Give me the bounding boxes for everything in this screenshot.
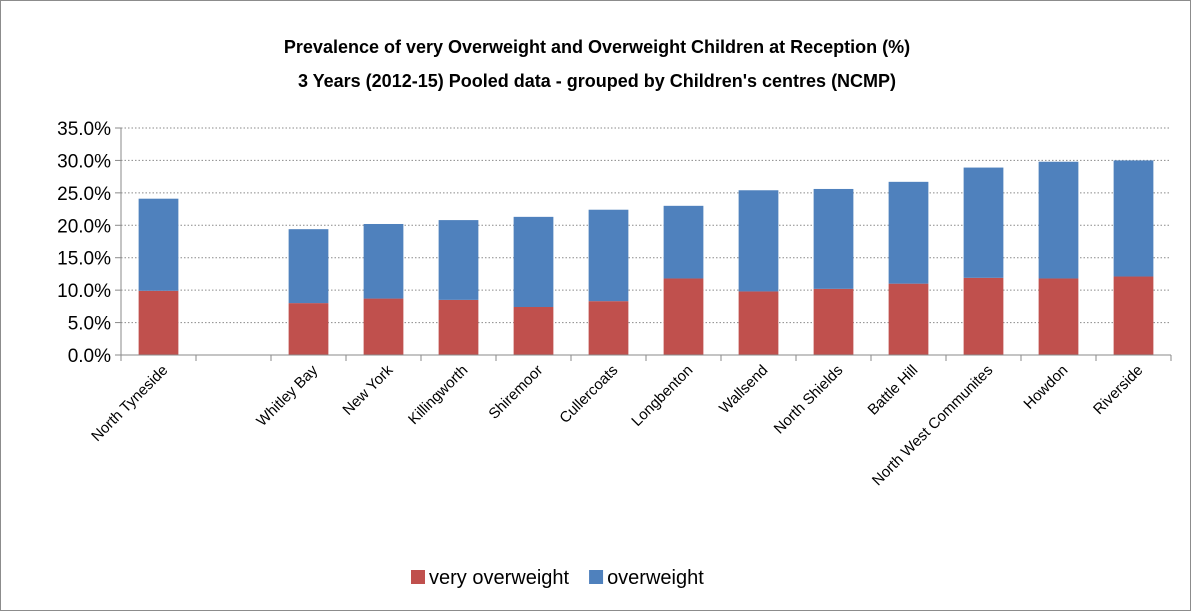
axis-layer [120, 128, 1172, 361]
y-tick-label: 0.0% [68, 346, 111, 367]
x-tick-label: Howdon [1020, 362, 1071, 413]
bar-overweight [1113, 160, 1154, 277]
bar-overweight [363, 223, 404, 299]
bar-very-overweight [438, 299, 479, 355]
bar-overweight [438, 220, 479, 300]
bar-very-overweight [888, 283, 929, 355]
y-tick-label: 35.0% [57, 119, 111, 140]
legend-swatch [411, 570, 425, 584]
x-tick-label: Shiremoor [485, 362, 546, 423]
bar-overweight [513, 216, 554, 308]
bar-overweight [813, 188, 854, 289]
x-tick-label: Cullercoats [556, 362, 621, 427]
x-tick-label: Whitley Bay [253, 361, 321, 429]
legend-label: overweight [607, 567, 704, 589]
chart-subtitle: 3 Years (2012-15) Pooled data - grouped … [298, 71, 896, 91]
bar-very-overweight [513, 307, 554, 355]
bar-overweight [888, 181, 929, 284]
y-tick-label: 5.0% [68, 314, 111, 335]
x-tick-label: Wallsend [716, 362, 771, 417]
legend: very overweight overweight [411, 567, 704, 589]
bar-very-overweight [363, 298, 404, 355]
bar-overweight [663, 205, 704, 279]
bar-overweight [588, 209, 629, 302]
bar-very-overweight [663, 278, 704, 355]
bar-very-overweight [1113, 276, 1154, 355]
x-tick-label: North West Communites [869, 362, 996, 489]
bar-overweight [963, 167, 1004, 278]
legend-label: very overweight [429, 567, 570, 589]
bar-very-overweight [138, 290, 179, 355]
x-axis-labels: North Tyneside Whitley Bay New York Killing… [88, 361, 1146, 489]
bar-very-overweight [288, 303, 329, 355]
x-tick-label: Battle Hill [865, 362, 922, 419]
y-tick-label: 30.0% [57, 151, 111, 172]
bar-overweight [1038, 161, 1079, 279]
x-tick-label: Killingworth [405, 362, 471, 428]
x-tick-label: New York [339, 361, 396, 418]
y-tick-label: 15.0% [57, 249, 111, 270]
bar-overweight [138, 198, 179, 291]
y-tick-label: 10.0% [57, 281, 111, 302]
x-tick-label: Riverside [1090, 362, 1146, 418]
x-tick-label: North Shields [771, 362, 847, 438]
x-tick-label: North Tyneside [88, 362, 171, 445]
y-tick-label: 20.0% [57, 216, 111, 237]
x-tick-label: Longbenton [628, 362, 696, 430]
bar-very-overweight [738, 291, 779, 355]
bar-very-overweight [813, 288, 854, 355]
grid-layer [121, 127, 1171, 324]
bar-overweight [288, 229, 329, 304]
bar-very-overweight [963, 277, 1004, 355]
legend-swatch [589, 570, 604, 584]
bar-overweight [738, 190, 779, 292]
y-tick-label: 25.0% [57, 184, 111, 205]
chart-title: Prevalence of very Overweight and Overwe… [284, 37, 910, 57]
bar-very-overweight [1038, 278, 1079, 355]
bar-layer [138, 160, 1154, 355]
y-axis-ticks: 0.0% 5.0% 10.0% 15.0% 20.0% 25.0% 30.0% 35.0% [57, 119, 121, 367]
bar-very-overweight [588, 301, 629, 355]
